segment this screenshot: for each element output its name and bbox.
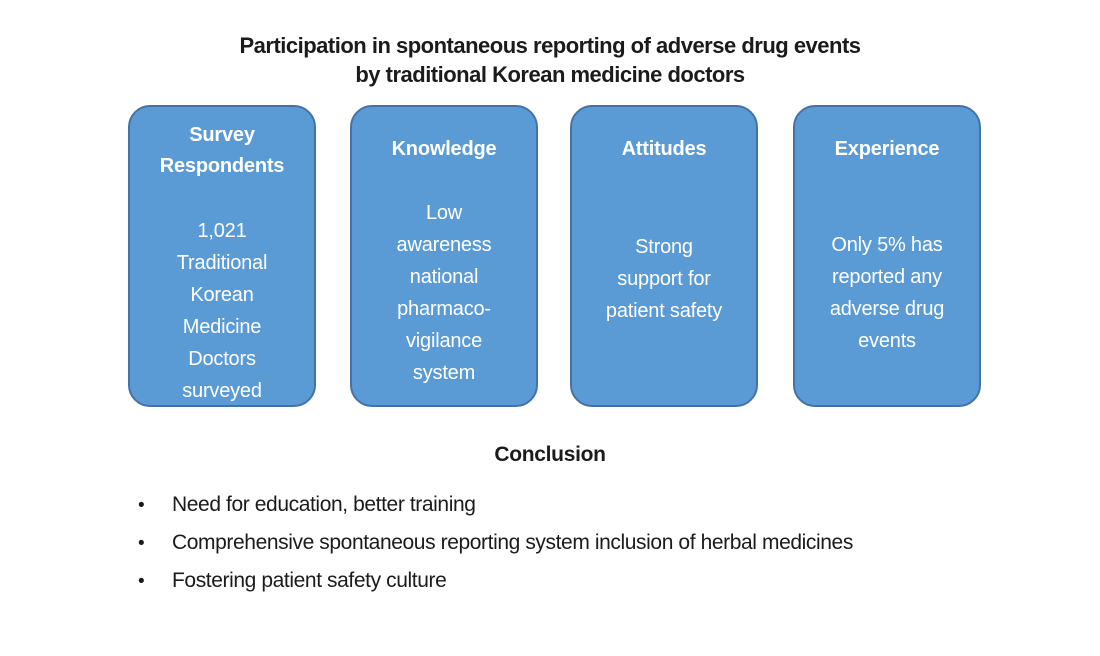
- bullet-icon: •: [138, 495, 145, 516]
- conclusion-heading: Conclusion: [494, 443, 606, 466]
- bullet-text: Need for education, better training: [172, 493, 476, 516]
- summary-box-knowledge: Knowledge Low awareness national pharmac…: [350, 105, 538, 407]
- box-body-knowledge: Low awareness national pharmaco- vigilan…: [396, 202, 492, 384]
- bullet-text: Comprehensive spontaneous reporting syst…: [172, 531, 853, 554]
- list-item: • Comprehensive spontaneous reporting sy…: [138, 524, 1050, 562]
- box-heading-experience: Experience: [834, 138, 940, 160]
- box-body-attitudes: Strong support for patient safety: [605, 236, 723, 322]
- summary-box-survey-respondents: Survey Respondents 1,021 Traditional Kor…: [128, 105, 316, 407]
- box-heading-survey-respondents: Survey Respondents: [159, 124, 285, 177]
- box-heading-attitudes: Attitudes: [621, 138, 707, 160]
- box-heading-knowledge: Knowledge: [391, 138, 497, 160]
- list-item: • Fostering patient safety culture: [138, 562, 1050, 600]
- bullet-icon: •: [138, 571, 145, 592]
- box-body-experience: Only 5% has reported any adverse drug ev…: [829, 234, 945, 352]
- conclusion-bullet-list: • Need for education, better training • …: [138, 486, 1050, 600]
- summary-box-experience: Experience Only 5% has reported any adve…: [793, 105, 981, 407]
- list-item: • Need for education, better training: [138, 486, 1050, 524]
- figure-title: Participation in spontaneous reporting o…: [239, 33, 861, 87]
- bullet-text: Fostering patient safety culture: [172, 569, 447, 592]
- bullet-icon: •: [138, 533, 145, 554]
- summary-box-attitudes: Attitudes Strong support for patient saf…: [570, 105, 758, 407]
- box-body-survey-respondents: 1,021 Traditional Korean Medicine Doctor…: [176, 220, 268, 402]
